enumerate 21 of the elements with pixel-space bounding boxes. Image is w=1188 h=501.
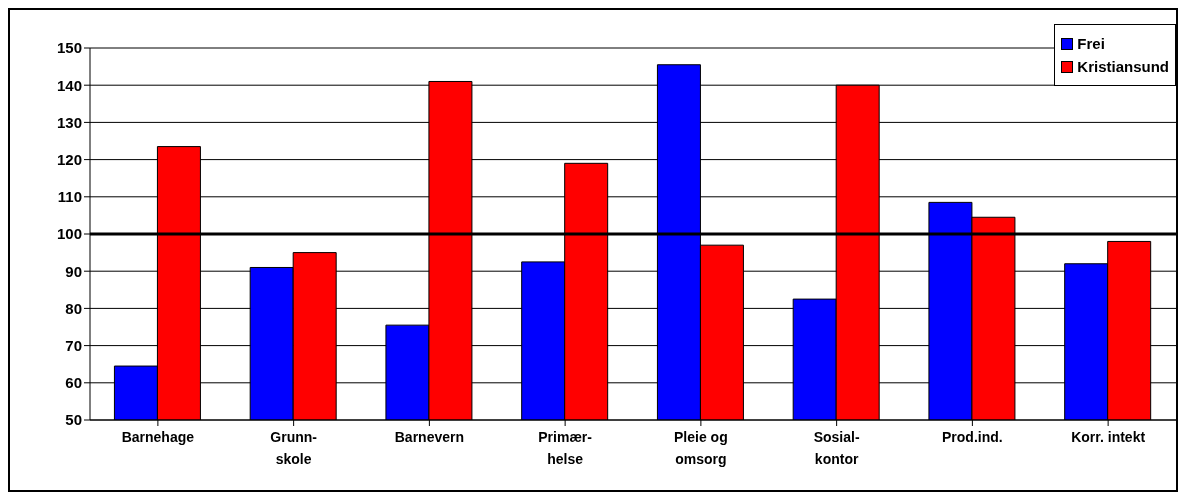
y-tick-label: 60 [65,374,82,392]
y-tick-label: 130 [56,113,82,131]
y-tick-label: 80 [65,299,82,317]
x-tick-label: Sosial- kontor [813,429,860,467]
legend-label: Frei [1076,35,1106,52]
y-tick-label: 120 [56,150,82,168]
x-tick-label: Barnevern [394,429,465,445]
y-tick-label: 70 [65,336,82,354]
y-tick-label: 150 [56,39,82,57]
y-tick-label: 100 [56,225,82,243]
y-tick-label: 140 [56,76,82,94]
x-tick-label: Pleie og omsorg [674,429,728,467]
y-tick-label: 50 [65,411,82,429]
x-tick-label: Barnehage [121,429,195,445]
y-tick-label: 110 [57,188,82,206]
x-tick-label: Prod.ind. [942,429,1003,445]
x-tick-label: Grunn- skole [270,429,318,467]
x-tick-label: Primær- helse [538,429,593,467]
legend-label: Kristiansund [1076,58,1169,75]
x-tick-label: Korr. intekt [1071,429,1146,445]
y-tick-label: 90 [65,262,82,280]
